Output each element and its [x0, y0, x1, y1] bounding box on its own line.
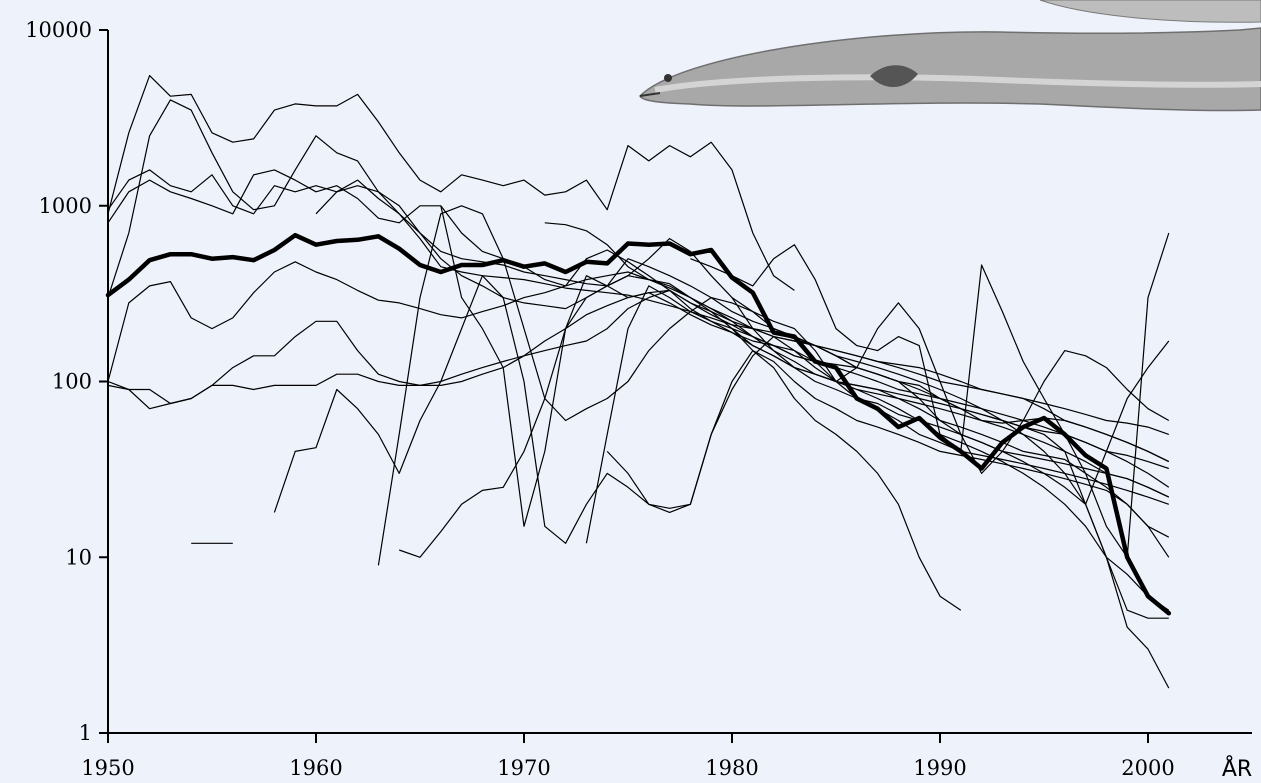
x-tick-label: 1960 — [289, 756, 342, 780]
eel-illustration — [639, 0, 1261, 112]
y-tick-label: 10000 — [25, 18, 92, 42]
y-tick-label: 10 — [65, 545, 92, 569]
series-line-2 — [107, 169, 1170, 498]
x-tick-label: 1990 — [913, 756, 966, 780]
tick-labels: 1 10 100 1000 10000 1950 1960 1970 1980 1990 2000 Å… — [25, 18, 1252, 782]
x-axis-label: ÅR — [1222, 755, 1252, 782]
series-line-8 — [273, 275, 962, 611]
series-line-10 — [377, 205, 1169, 566]
x-tick-label: 1950 — [81, 756, 134, 780]
y-tick-label: 100 — [52, 370, 92, 394]
series-line-6 — [107, 289, 1170, 463]
series-line-18 — [731, 328, 1170, 689]
series-line-16 — [690, 232, 1170, 558]
series-line-17 — [731, 297, 1170, 505]
y-tick-label: 1000 — [39, 194, 92, 218]
x-tick-label: 1980 — [705, 756, 758, 780]
series-line-12 — [399, 275, 1170, 611]
x-tick-label: 2000 — [1121, 756, 1174, 780]
series-line-7 — [107, 289, 1169, 470]
series-line-5 — [107, 261, 1169, 435]
series-line-11 — [440, 205, 1170, 527]
mean-series-line — [105, 232, 1172, 616]
axes — [99, 29, 1252, 743]
series-line-14 — [585, 285, 1170, 544]
y-tick-label: 1 — [79, 721, 92, 745]
series-layer — [105, 74, 1172, 689]
series-line-1 — [107, 74, 795, 291]
series-line-15 — [606, 336, 1169, 619]
series-line-13 — [544, 222, 1170, 538]
series-line-9 — [315, 185, 1170, 558]
x-tick-label: 1970 — [497, 756, 550, 780]
series-line-4 — [107, 99, 1170, 463]
